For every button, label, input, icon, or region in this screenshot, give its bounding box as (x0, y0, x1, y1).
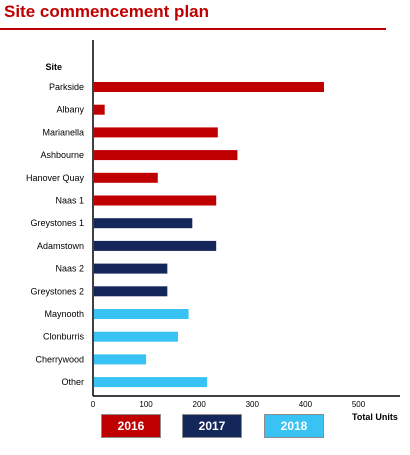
x-tick-label-500: 500 (352, 400, 366, 409)
x-tick-label-100: 100 (139, 400, 153, 409)
category-label-marianella: Marianella (42, 127, 84, 137)
bar-adamstown (94, 240, 217, 251)
bar-albany (94, 104, 105, 115)
legend-item-2016: 2016 (101, 414, 161, 438)
legend-label-2016: 2016 (117, 419, 145, 433)
bar-parkside (94, 82, 324, 92)
legend-item-2017: 2017 (182, 414, 242, 438)
x-axis-title: Total Units (352, 412, 398, 422)
bar-other (94, 377, 208, 388)
bar-marianella (94, 127, 218, 138)
legend-label-2018: 2018 (280, 419, 308, 433)
x-tick-label-400: 400 (299, 400, 313, 409)
x-tick-label-0: 0 (91, 400, 96, 409)
category-label-parkside: Parkside (49, 82, 84, 92)
page-title: Site commencement plan (4, 2, 210, 21)
category-label-cherrywood: Cherrywood (35, 354, 84, 364)
y-axis-title: Site (45, 62, 62, 72)
x-tick-label-200: 200 (193, 400, 207, 409)
category-label-greystones-1: Greystones 1 (30, 218, 84, 228)
category-label-clonburris: Clonburris (43, 332, 85, 342)
category-label-ashbourne: Ashbourne (40, 150, 84, 160)
x-tick-label-300: 300 (246, 400, 260, 409)
category-label-naas-1: Naas 1 (55, 196, 84, 206)
category-label-naas-2: Naas 2 (55, 264, 84, 274)
bar-cherrywood (94, 354, 147, 365)
bar-naas-2 (94, 263, 168, 274)
bar-maynooth (94, 309, 189, 319)
legend-item-2018: 2018 (264, 414, 324, 438)
bar-ashbourne (94, 150, 238, 161)
bar-naas-1 (94, 195, 217, 206)
title-underline (0, 28, 386, 30)
bars-group (94, 82, 324, 388)
category-label-greystones-2: Greystones 2 (30, 286, 84, 296)
category-labels: Parkside Albany Marianella Ashbourne Hanover… (26, 82, 85, 387)
category-label-adamstown: Adamstown (37, 241, 84, 251)
bar-hanover-quay (94, 172, 158, 183)
category-label-hanover-quay: Hanover Quay (26, 173, 85, 183)
legend-label-2017: 2017 (198, 419, 226, 433)
bar-greystones-1 (94, 218, 193, 229)
category-label-other: Other (61, 377, 84, 387)
bar-clonburris (94, 331, 178, 342)
x-tick-labels: 0 100 200 300 400 500 (91, 400, 366, 409)
category-label-maynooth: Maynooth (44, 309, 84, 319)
bar-greystones-2 (94, 286, 168, 297)
category-label-albany: Albany (56, 105, 84, 115)
